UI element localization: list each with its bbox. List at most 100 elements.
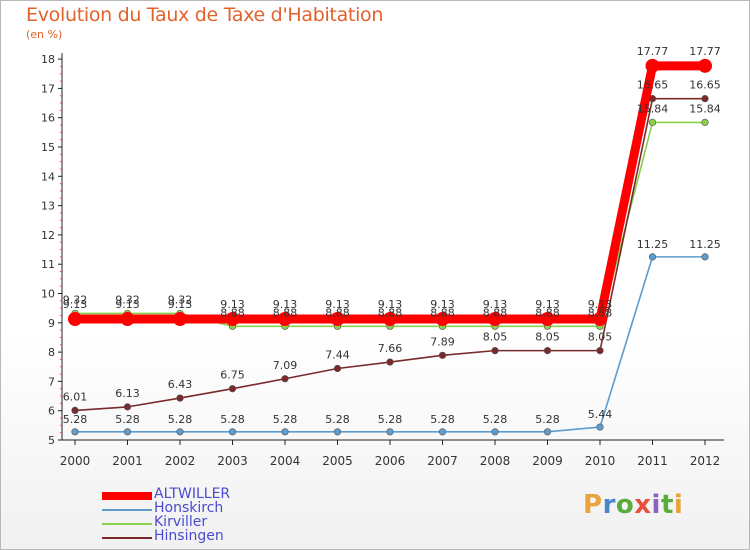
- data-point-hinsingen: [701, 95, 709, 103]
- x-tick-label: 2010: [585, 454, 616, 468]
- y-tick-label: 6: [48, 405, 55, 418]
- data-label-hinsingen: 8.05: [483, 331, 508, 344]
- data-point-hinsingen: [176, 394, 184, 402]
- data-point-altwiller: [225, 311, 240, 326]
- data-label-altwiller: 9.13: [430, 298, 455, 311]
- x-tick-label: 2000: [60, 454, 91, 468]
- data-label-kirviller: 15.84: [637, 102, 669, 115]
- legend-label: ALTWILLER: [154, 486, 231, 502]
- x-tick-label: 2005: [322, 454, 353, 468]
- data-label-hinsingen: 8.05: [588, 331, 613, 344]
- proxiti-logo: Proxiti: [583, 490, 683, 520]
- data-label-kirviller: 8.88: [430, 306, 455, 319]
- data-label-kirviller: 8.88: [220, 306, 245, 319]
- data-label-honskirch: 5.28: [115, 413, 140, 426]
- data-point-honskirch: [386, 428, 394, 436]
- data-label-altwiller: 9.13: [63, 298, 88, 311]
- data-label-honskirch: 5.28: [325, 413, 350, 426]
- data-point-honskirch: [701, 253, 709, 261]
- y-tick-label: 7: [48, 375, 55, 388]
- logo-letter: x: [634, 490, 652, 520]
- data-point-altwiller: [173, 311, 187, 326]
- y-tick-label: 8: [48, 346, 55, 359]
- data-label-hinsingen: 16.65: [689, 79, 721, 92]
- data-label-altwiller: 9.13: [483, 298, 508, 311]
- data-label-honskirch: 5.28: [220, 413, 245, 426]
- legend-swatch: [102, 537, 152, 539]
- legend-swatch: [102, 523, 152, 525]
- data-label-kirviller: 8.88: [378, 306, 403, 319]
- data-point-altwiller: [435, 311, 450, 326]
- x-tick-label: 2006: [375, 454, 406, 468]
- data-label-kirviller: 9.32: [115, 293, 140, 306]
- data-point-honskirch: [71, 428, 79, 436]
- data-label-hinsingen: 7.66: [378, 342, 403, 355]
- data-point-kirviller: [648, 118, 657, 126]
- data-point-altwiller: [488, 311, 502, 326]
- data-label-kirviller: 9.32: [63, 293, 88, 306]
- y-tick-label: 16: [41, 112, 55, 125]
- y-tick-label: 11: [41, 258, 55, 271]
- y-tick-label: 14: [41, 170, 55, 183]
- series-line-altwiller: [75, 61, 705, 324]
- data-label-kirviller: 8.88: [483, 306, 508, 319]
- x-tick-label: 2012: [690, 454, 721, 468]
- data-label-hinsingen: 6.01: [63, 390, 88, 403]
- data-label-hinsingen: 6.43: [168, 378, 193, 391]
- y-tick-label: 5: [48, 434, 55, 447]
- chart-title: Evolution du Taux de Taxe d'Habitation: [26, 4, 384, 26]
- data-point-altwiller: [330, 311, 345, 326]
- data-label-hinsingen: 7.89: [430, 335, 455, 348]
- data-label-kirviller: 8.88: [588, 306, 613, 319]
- data-label-honskirch: 11.25: [637, 238, 669, 251]
- data-label-hinsingen: 6.75: [220, 369, 245, 382]
- data-label-altwiller: 9.13: [273, 298, 298, 311]
- data-point-hinsingen: [281, 375, 289, 383]
- data-point-altwiller: [278, 311, 292, 326]
- data-point-hinsingen: [123, 403, 132, 411]
- data-point-hinsingen: [438, 351, 447, 359]
- x-tick-label: 2003: [217, 454, 248, 468]
- data-point-altwiller: [68, 311, 82, 326]
- data-point-altwiller: [645, 58, 660, 73]
- data-point-altwiller: [120, 311, 135, 326]
- x-tick-label: 2011: [637, 454, 668, 468]
- y-tick-label: 15: [41, 141, 55, 154]
- data-label-honskirch: 5.28: [430, 413, 455, 426]
- data-point-hinsingen: [596, 347, 604, 355]
- data-point-hinsingen: [491, 347, 499, 355]
- y-tick-label: 17: [41, 82, 55, 95]
- x-tick-label: 2008: [480, 454, 511, 468]
- data-label-kirviller: 8.88: [325, 306, 350, 319]
- data-label-kirviller: 8.88: [273, 306, 298, 319]
- legend-label: Hinsingen: [154, 528, 224, 544]
- data-label-altwiller: 9.13: [588, 298, 613, 311]
- data-label-kirviller: 9.32: [168, 293, 193, 306]
- logo-letter: i: [673, 490, 684, 520]
- data-label-honskirch: 11.25: [689, 238, 721, 251]
- data-label-honskirch: 5.28: [535, 413, 560, 426]
- logo-letter: o: [615, 490, 635, 520]
- data-label-honskirch: 5.28: [483, 413, 508, 426]
- x-tick-label: 2009: [532, 454, 563, 468]
- data-point-honskirch: [281, 428, 289, 436]
- data-point-honskirch: [123, 428, 132, 436]
- logo-letter: r: [602, 490, 616, 520]
- data-point-hinsingen: [386, 358, 394, 366]
- x-tick-label: 2001: [112, 454, 143, 468]
- data-point-honskirch: [596, 423, 604, 431]
- data-label-hinsingen: 7.09: [273, 359, 298, 372]
- chart-unit: (en %): [26, 28, 63, 41]
- data-label-hinsingen: 8.05: [535, 331, 560, 344]
- data-point-hinsingen: [71, 406, 79, 415]
- legend-swatch: [102, 509, 152, 511]
- data-label-honskirch: 5.28: [63, 413, 88, 426]
- data-label-honskirch: 5.28: [378, 413, 403, 426]
- data-label-hinsingen: 6.13: [115, 387, 140, 400]
- legend-label: Honskirch: [154, 500, 224, 516]
- y-tick-label: 10: [41, 288, 55, 301]
- legend-label: Kirviller: [154, 514, 208, 530]
- data-label-altwiller: 9.13: [325, 298, 350, 311]
